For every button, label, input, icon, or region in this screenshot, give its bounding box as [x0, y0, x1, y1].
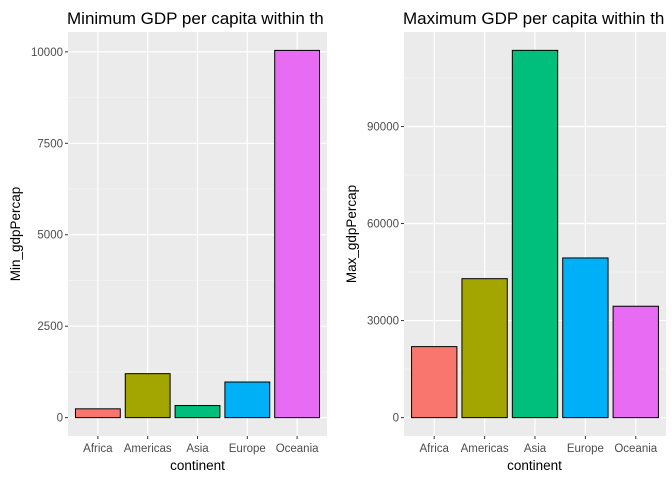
- bar-americas: [124, 373, 171, 419]
- x-tick-label: Europe: [229, 443, 266, 455]
- x-tick-label: Americas: [461, 443, 509, 455]
- y-tick-label: 0: [393, 413, 399, 425]
- x-axis-title-min: continent: [170, 458, 225, 473]
- y-tick-label: 7500: [37, 138, 63, 150]
- x-tick-label: Oceania: [614, 443, 657, 455]
- bar-asia: [511, 49, 559, 419]
- x-tick-label: Africa: [83, 443, 113, 455]
- bar-africa: [411, 346, 458, 419]
- bar-oceania: [274, 49, 321, 419]
- bars-min: [74, 49, 321, 419]
- y-tick-label: 0: [57, 413, 63, 425]
- x-tick-label: Asia: [524, 443, 547, 455]
- bar-europe: [562, 257, 609, 419]
- chart-title-min: Minimum GDP per capita within th: [67, 9, 324, 28]
- y-tick-label: 10000: [31, 47, 63, 59]
- y-ticks-max: 0 30000 60000 90000: [367, 121, 404, 425]
- chart-panel-min: Minimum GDP per capita within th Min_gdp…: [8, 9, 327, 473]
- x-ticks-min: Africa Americas Asia Europe Oceania: [83, 436, 319, 455]
- bar-oceania: [612, 305, 659, 419]
- x-tick-label: Africa: [420, 443, 450, 455]
- y-tick-label: 2500: [37, 321, 63, 333]
- bar-europe: [224, 381, 271, 419]
- y-axis-title-min: Min_gdpPercap: [8, 187, 23, 282]
- x-tick-label: Europe: [567, 443, 604, 455]
- y-tick-label: 60000: [367, 219, 399, 231]
- chart-panel-max: Maximum GDP per capita within th Max_gdp…: [344, 9, 666, 473]
- y-ticks-min: 0 2500 5000 7500 10000: [31, 47, 68, 425]
- x-ticks-max: Africa Americas Asia Europe Oceania: [420, 436, 658, 455]
- bar-americas: [461, 278, 508, 419]
- chart-title-max: Maximum GDP per capita within th: [403, 9, 664, 28]
- x-tick-label: Americas: [124, 443, 172, 455]
- bars-max: [411, 49, 659, 419]
- y-tick-label: 90000: [367, 121, 399, 133]
- bar-asia: [174, 405, 221, 419]
- x-tick-label: Oceania: [276, 443, 319, 455]
- y-tick-label: 30000: [367, 316, 399, 328]
- x-axis-title-max: continent: [507, 458, 562, 473]
- y-tick-label: 5000: [37, 230, 63, 242]
- bar-africa: [74, 408, 121, 419]
- y-axis-title-max: Max_gdpPercap: [344, 185, 359, 283]
- x-tick-label: Asia: [186, 443, 209, 455]
